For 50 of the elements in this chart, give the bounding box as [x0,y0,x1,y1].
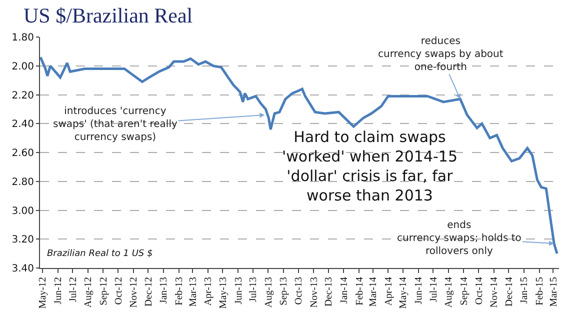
x-tick-label: May-14 [398,277,410,309]
y-tick-label: 3.20 [12,234,34,246]
x-tick-label: Sep-12 [98,277,110,306]
x-tick-label: Jan-14 [338,277,350,304]
x-tick-label: Nov-12 [128,277,140,308]
x-tick-label: Dec-12 [143,277,154,306]
x-tick-label: Aug-13 [263,277,274,308]
x-tick-label: Aug-12 [83,277,94,308]
y-tick-label: 2.60 [12,148,34,159]
y-tick-label: 2.80 [12,176,34,188]
x-tick-label: Nov-13 [308,277,320,308]
x-tick-label: Mar-14 [368,277,380,307]
y-tick-label: 2.20 [12,90,34,102]
chart-title: US $/Brazilian Real [24,4,193,28]
annotation: Brazilian Real to 1 US $ [47,249,154,259]
y-tick-label: 2.40 [12,119,34,130]
x-tick-label: Mar-15 [548,277,560,307]
y-tick-label: 2.00 [12,61,34,72]
x-tick-label: May-12 [38,277,49,309]
x-tick-label: Jul-12 [68,277,79,302]
x-tick-label: Nov-14 [489,277,500,308]
x-tick-label: May-13 [218,277,229,309]
x-tick-label: Jun-12 [53,277,64,304]
x-tick-label: Jul-14 [428,277,440,302]
x-tick-label: Apr-13 [203,277,214,306]
annotation: introduces 'currency swaps' (that aren't really currency swaps) [53,106,178,143]
x-tick-label: Feb-15 [534,277,546,306]
y-tick-label: 3.00 [12,206,34,217]
x-tick-label: Dec-14 [504,277,515,306]
y-tick-label: 1.80 [12,32,34,44]
x-tick-label: Jul-13 [248,277,260,302]
x-tick-label: Oct-12 [113,277,124,305]
x-tick-label: Oct-14 [474,277,485,305]
y-tick-label: 3.40 [12,264,34,274]
x-tick-label: Sep-13 [278,277,290,306]
annotation: ends currency swaps; holds to rollovers only [397,220,522,257]
x-tick-label: Aug-14 [444,277,455,308]
annotation: reduces currency swaps by about one-fourth [378,36,504,73]
x-tick-label: Jan-15 [519,277,530,304]
x-tick-label: Jan-13 [158,277,170,304]
x-tick-label: Apr-14 [383,277,394,306]
x-tick-label: Jun-13 [233,277,244,304]
x-tick-label: Feb-13 [174,277,186,306]
x-tick-label: Dec-13 [324,277,335,306]
x-tick-label: Sep-14 [458,277,470,306]
x-tick-label: Jun-14 [414,277,425,304]
annotation: Hard to claim swaps 'worked' when 2014-15 'dollar' crisis is far, far worse than 2013 [282,128,458,204]
x-tick-label: Feb-14 [354,277,366,306]
x-tick-label: Oct-13 [294,277,305,305]
x-tick-label: Mar-13 [188,277,199,307]
